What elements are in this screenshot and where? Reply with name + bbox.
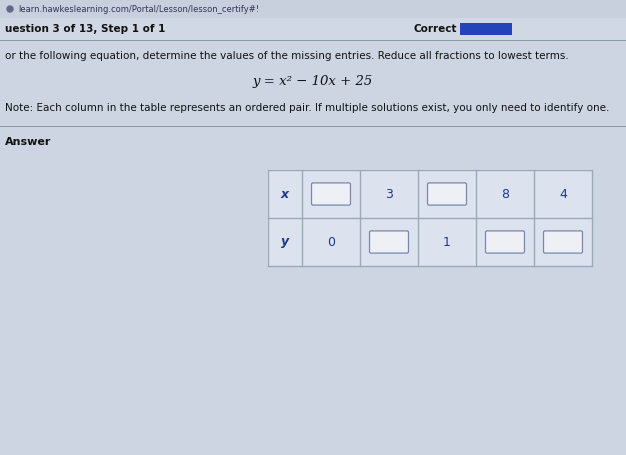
Text: Correct: Correct xyxy=(413,24,457,34)
FancyBboxPatch shape xyxy=(312,183,351,205)
Text: or the following equation, determine the values of the missing entries. Reduce a: or the following equation, determine the… xyxy=(5,51,569,61)
Bar xyxy=(0,0,626,18)
Text: 1: 1 xyxy=(443,236,451,248)
FancyBboxPatch shape xyxy=(543,231,582,253)
Circle shape xyxy=(7,6,13,12)
Text: Note: Each column in the table represents an ordered pair. If multiple solutions: Note: Each column in the table represent… xyxy=(5,103,609,113)
Text: learn.hawkeslearning.com/Portal/Lesson/lesson_certify#!: learn.hawkeslearning.com/Portal/Lesson/l… xyxy=(18,5,259,14)
Text: uestion 3 of 13, Step 1 of 1: uestion 3 of 13, Step 1 of 1 xyxy=(5,24,165,34)
Text: 8: 8 xyxy=(501,187,509,201)
Text: y = x² − 10x + 25: y = x² − 10x + 25 xyxy=(253,76,373,89)
Text: 4: 4 xyxy=(559,187,567,201)
FancyBboxPatch shape xyxy=(486,231,525,253)
Text: x: x xyxy=(281,187,289,201)
FancyBboxPatch shape xyxy=(369,231,409,253)
Text: 3: 3 xyxy=(385,187,393,201)
Bar xyxy=(0,18,626,40)
Bar xyxy=(268,170,592,266)
FancyBboxPatch shape xyxy=(428,183,466,205)
Text: 0: 0 xyxy=(327,236,335,248)
Bar xyxy=(460,23,512,35)
Text: Answer: Answer xyxy=(5,137,51,147)
Text: y: y xyxy=(281,236,289,248)
